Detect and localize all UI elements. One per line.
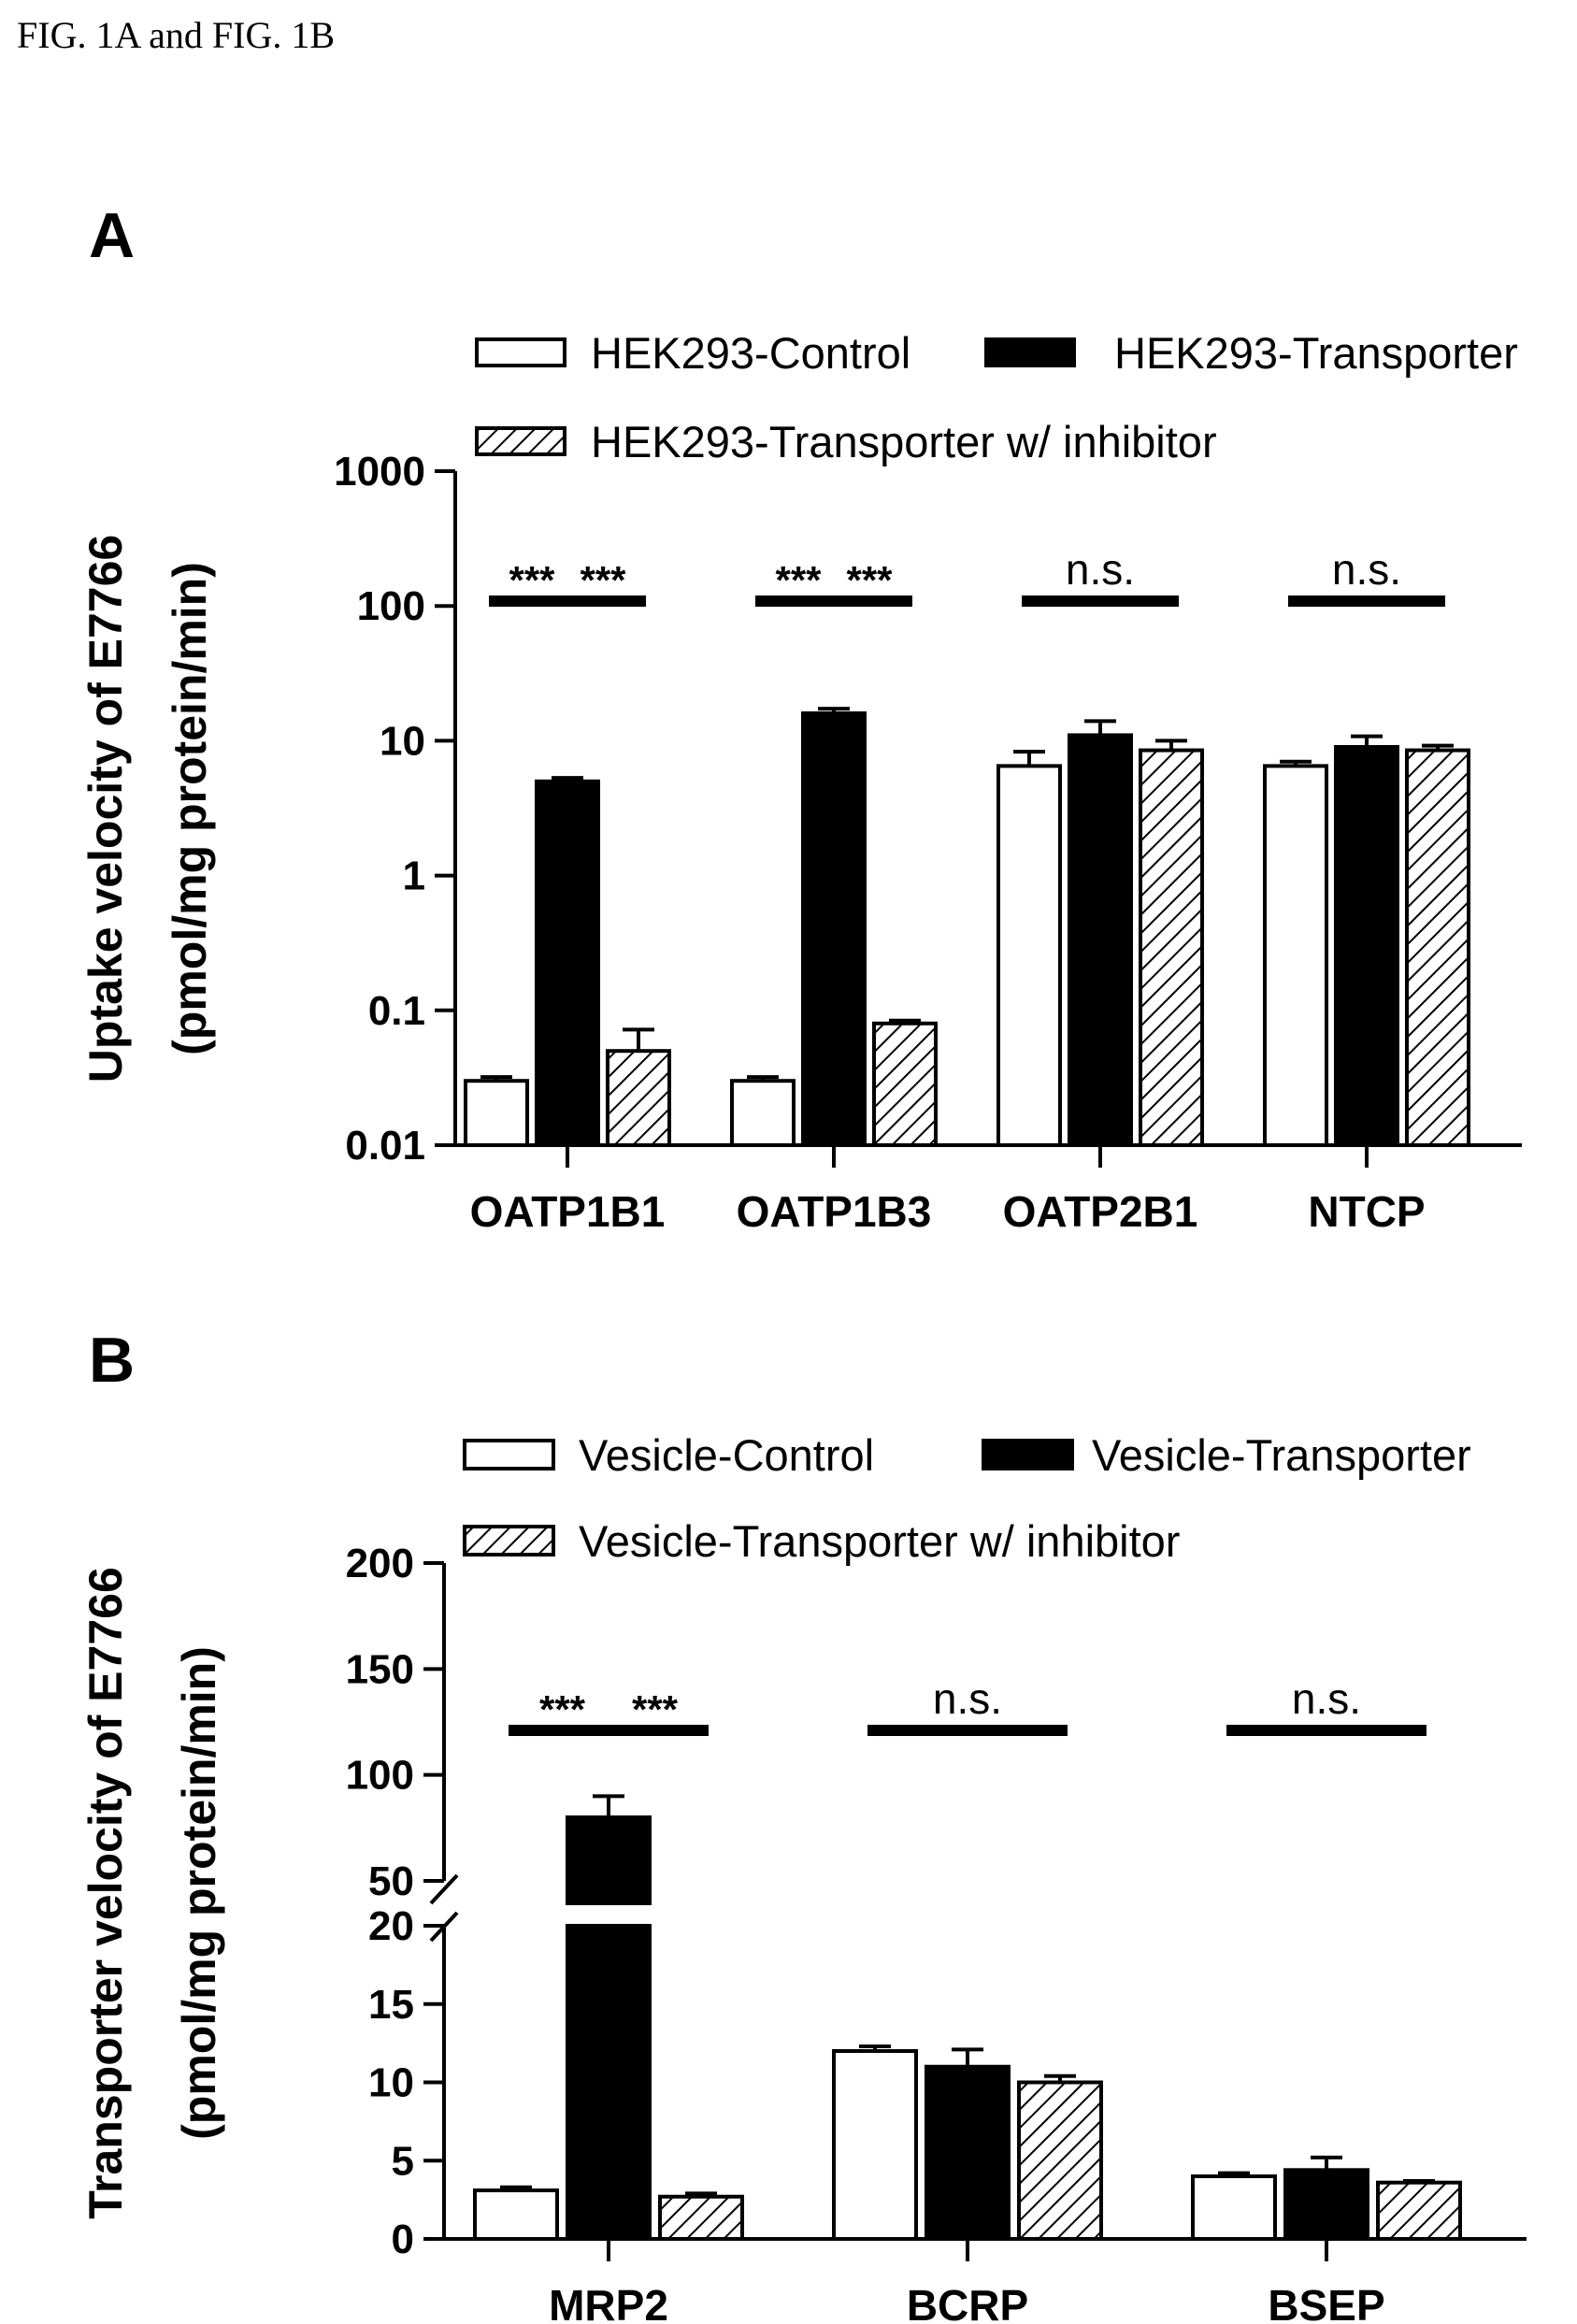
significance-label: n.s. [933,1674,1002,1723]
legend-label: Vesicle-Transporter [1092,1430,1471,1480]
figure-caption: FIG. 1A and FIG. 1B [17,14,336,56]
significance-label: n.s. [1292,1674,1361,1723]
significance-label: *** [775,558,822,602]
legend-swatch [463,1525,555,1557]
bar [1334,744,1399,1147]
axis-break-mark [429,1873,459,1905]
y-tick-label: 0.1 [368,988,425,1034]
bar [535,779,600,1147]
bar [1017,2080,1103,2241]
bar [1068,733,1133,1147]
bar [1376,2180,1462,2241]
bar [1405,748,1470,1148]
y-tick-label: 0 [392,2216,414,2262]
x-tick-label: BCRP [907,2281,1028,2324]
significance-label: n.s. [1066,545,1135,594]
y-tick-label: 10 [380,718,425,764]
y-axis-label: (pmol/mg protein/min) [173,1646,225,2140]
y-tick-label: 5 [392,2138,414,2184]
panel-a-chart: A 0.01 0.1 1 10 100 1000 Uptake velocity of E77… [79,200,1522,1236]
panel-letter: A [89,200,135,271]
legend-label: Vesicle-Transporter w/ inhibitor [579,1516,1180,1566]
y-axis-label: Uptake velocity of E7766 [79,535,132,1083]
legend-swatch [463,1439,555,1470]
bar [566,1815,652,1905]
significance-label: *** [846,558,893,602]
bar [996,764,1062,1147]
legend-swatch [475,337,566,367]
y-tick-label: 1 [403,854,425,899]
legend-swatch [475,426,566,456]
significance-label: *** [509,558,555,602]
bar [658,2194,744,2241]
y-tick-label: 150 [346,1646,414,1692]
bar [801,710,867,1147]
x-tick-label: BSEP [1268,2281,1384,2324]
bar [1139,748,1204,1148]
bar [1263,764,1328,1147]
bar [832,2049,918,2241]
y-axis-label: (pmol/mg protein/min) [164,562,216,1055]
y-tick-label: 1000 [334,449,425,495]
y-tick-label: 100 [357,583,425,629]
bar [606,1049,671,1147]
x-tick-label: OATP1B3 [737,1187,932,1236]
significance-label: *** [580,558,626,602]
legend-swatch [984,337,1076,367]
legend-label: HEK293-Transporter [1114,328,1518,378]
bar [473,2188,559,2241]
y-tick-label: 15 [368,1982,414,2028]
bar [1283,2168,1369,2242]
panel-letter: B [89,1325,135,1396]
y-tick-label: 100 [346,1753,414,1799]
x-tick-label: OATP1B1 [470,1187,666,1236]
legend-label: HEK293-Transporter w/ inhibitor [591,417,1217,466]
bar [566,1924,652,2241]
y-tick-label: 20 [368,1903,414,1949]
bar [464,1079,529,1147]
y-tick-label: 200 [346,1541,414,1586]
bar [730,1079,796,1147]
y-tick-label: 50 [368,1858,414,1904]
y-tick-label: 0.01 [345,1123,425,1169]
y-tick-label: 10 [368,2060,414,2106]
x-tick-label: OATP2B1 [1003,1187,1198,1236]
y-axis-label: Transporter velocity of E7766 [79,1567,132,2219]
legend-swatch [982,1439,1074,1470]
bar [925,2064,1011,2241]
x-tick-label: MRP2 [549,2281,668,2324]
bar [872,1021,938,1147]
legend-label: Vesicle-Control [579,1430,874,1480]
bar [1191,2174,1277,2241]
significance-label: *** [539,1687,586,1731]
significance-label: *** [632,1687,679,1731]
x-tick-label: NTCP [1308,1187,1425,1236]
significance-label: n.s. [1332,545,1401,594]
legend-label: HEK293-Control [591,328,910,378]
